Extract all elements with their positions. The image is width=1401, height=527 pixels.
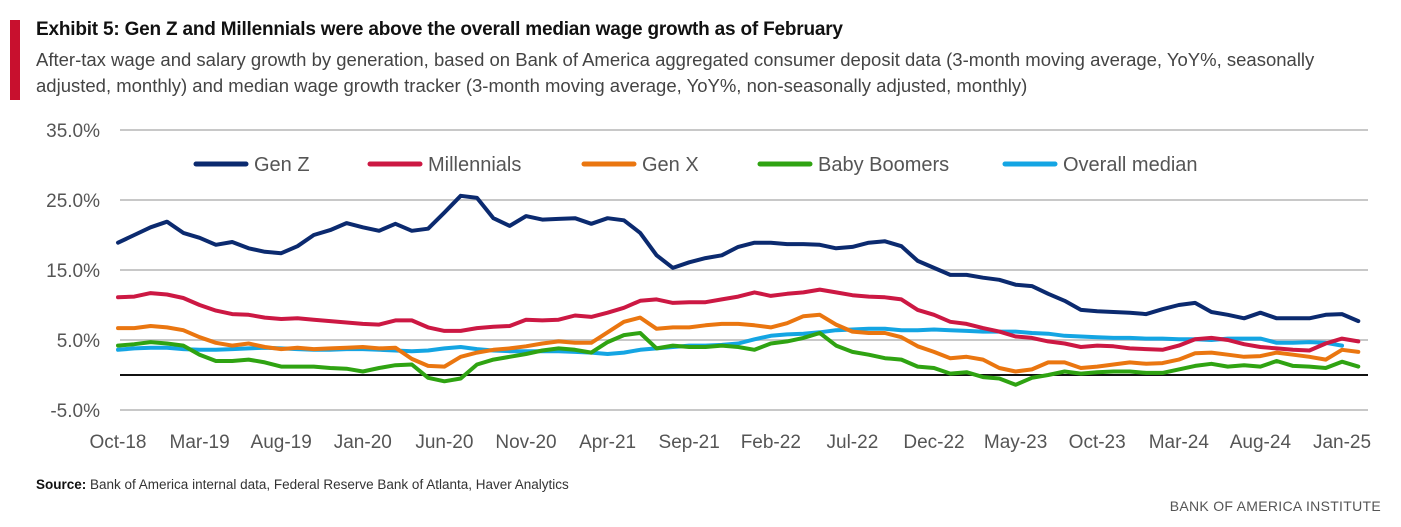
- source-label: Source:: [36, 477, 87, 492]
- gridlines: [120, 129, 1368, 411]
- legend-label: Baby Boomers: [818, 154, 949, 176]
- legend-label: Overall median: [1063, 154, 1198, 176]
- y-tick-label: 35.0%: [46, 121, 100, 142]
- legend-label: Millennials: [428, 154, 521, 176]
- line-chart: 35.0% 25.0% 15.0% 5.0% -5.0% Oct-18 Mar-19 Aug…: [46, 121, 1371, 453]
- legend-item-millennials: Millennials: [367, 154, 521, 176]
- x-tick-label: Sep-21: [659, 432, 720, 453]
- x-tick-label: Mar-19: [170, 432, 230, 453]
- y-axis-ticks: 35.0% 25.0% 15.0% 5.0% -5.0%: [46, 121, 100, 422]
- x-tick-label: Jul-22: [827, 432, 879, 453]
- x-axis-ticks: Oct-18 Mar-19 Aug-19 Jan-20 Jun-20 Nov-20 Apr-…: [89, 432, 1371, 453]
- x-tick-label: Apr-21: [579, 432, 636, 453]
- source-note: Source: Bank of America internal data, F…: [36, 477, 569, 492]
- series-line-millennials: [116, 287, 1361, 353]
- x-tick-label: Oct-18: [89, 432, 146, 453]
- legend-item-gen-z: Gen Z: [193, 154, 310, 176]
- source-text: Bank of America internal data, Federal R…: [86, 477, 569, 492]
- legend-item-baby-boomers: Baby Boomers: [757, 154, 949, 176]
- legend-label: Gen Z: [254, 154, 310, 176]
- brand-footer: BANK OF AMERICA INSTITUTE: [1169, 498, 1381, 514]
- chart-title: Exhibit 5: Gen Z and Millennials were ab…: [36, 19, 843, 40]
- chart-subtitle: After-tax wage and salary growth by gene…: [36, 49, 1315, 96]
- y-tick-label: 15.0%: [46, 261, 100, 282]
- x-tick-label: Feb-22: [741, 432, 801, 453]
- x-tick-label: Oct-23: [1069, 432, 1126, 453]
- y-tick-label: 25.0%: [46, 191, 100, 212]
- x-tick-label: Jan-20: [334, 432, 392, 453]
- series-line-baby-boomers: [116, 331, 1361, 387]
- x-tick-label: Mar-24: [1149, 432, 1210, 453]
- legend: Gen Z Millennials Gen X Baby Boomers Overall…: [193, 154, 1198, 176]
- y-tick-label: 5.0%: [57, 331, 100, 352]
- series-line-gen-z: [116, 193, 1361, 324]
- x-tick-label: Nov-20: [495, 432, 556, 453]
- x-tick-label: Aug-24: [1230, 432, 1292, 453]
- x-tick-label: Aug-19: [251, 432, 312, 453]
- x-tick-label: May-23: [984, 432, 1047, 453]
- series-lines: [116, 193, 1361, 387]
- legend-item-gen-x: Gen X: [581, 154, 699, 176]
- x-tick-label: Jun-20: [415, 432, 473, 453]
- x-tick-label: Dec-22: [903, 432, 964, 453]
- series-line-gen-x: [116, 312, 1361, 374]
- x-tick-label: Jan-25: [1313, 432, 1371, 453]
- legend-item-overall-median: Overall median: [1002, 154, 1198, 176]
- accent-bar: [10, 20, 20, 100]
- y-tick-label: -5.0%: [50, 401, 100, 422]
- legend-label: Gen X: [642, 154, 699, 176]
